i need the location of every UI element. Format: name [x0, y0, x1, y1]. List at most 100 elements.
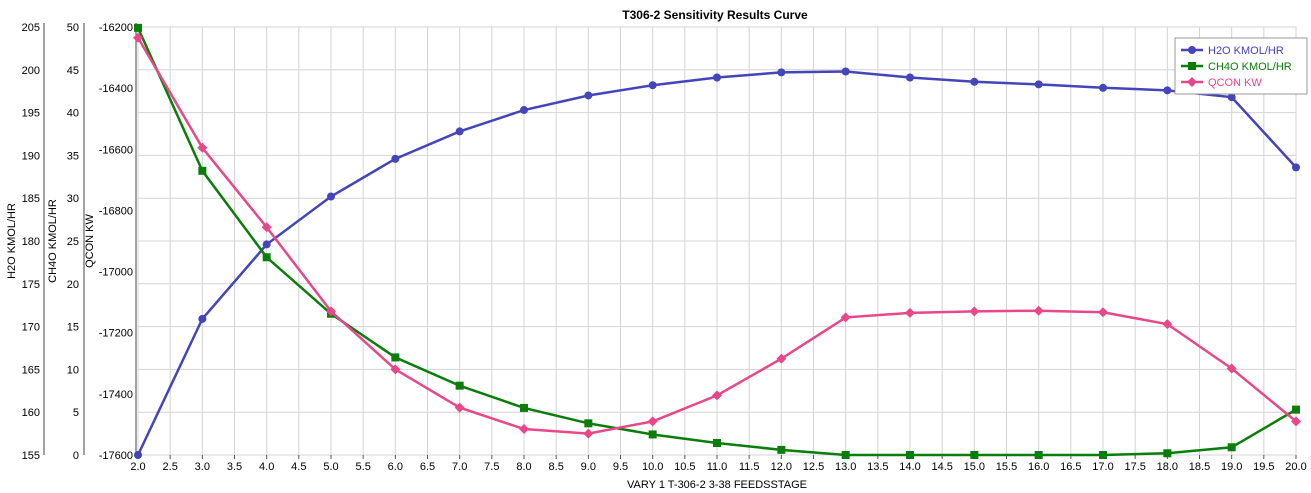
data-point: [841, 67, 850, 76]
x-tick-label: 20.0: [1285, 461, 1306, 473]
data-point: [261, 222, 272, 233]
data-point: [134, 23, 142, 32]
data-point: [840, 312, 851, 323]
data-point: [262, 240, 271, 249]
x-tick-label: 16.0: [1028, 461, 1049, 473]
y-tick-label: 25: [67, 236, 79, 248]
y-axis-title: H2O KMOL/HR: [6, 203, 18, 279]
data-point: [713, 439, 721, 448]
x-tick-label: 14.0: [899, 461, 920, 473]
legend-marker: [1188, 62, 1196, 70]
data-point: [712, 390, 722, 401]
y-tick-label: -17600: [99, 450, 133, 462]
gridlines: [137, 26, 1297, 456]
data-point: [906, 73, 914, 82]
x-tick-label: 8.0: [516, 461, 531, 473]
data-point: [648, 430, 657, 439]
x-tick-label: 17.5: [1124, 461, 1145, 473]
x-tick-label: 12.5: [803, 461, 824, 473]
legend: H2O KMOL/HR CH4O KMOL/HR QCON KW: [1174, 37, 1308, 95]
series-3: [133, 32, 1301, 439]
data-point: [584, 91, 593, 100]
legend-entry: H2O KMOL/HR: [1181, 45, 1284, 57]
data-point: [647, 416, 658, 427]
x-tick-label: 10.5: [674, 461, 695, 473]
data-point: [969, 306, 980, 317]
y-tick-label: 185: [22, 193, 40, 205]
x-tick-label: 13.0: [835, 461, 856, 473]
data-point: [1098, 307, 1108, 318]
y-tick-label: 165: [22, 364, 40, 376]
data-point: [1034, 80, 1043, 89]
y-tick-label: 5: [73, 407, 79, 419]
data-point: [584, 419, 593, 428]
data-point: [519, 424, 529, 435]
x-tick-label: 14.5: [931, 461, 952, 473]
data-point: [1292, 405, 1300, 414]
x-tick-label: 19.5: [1253, 461, 1274, 473]
y-tick-label: 200: [22, 65, 40, 77]
data-point: [970, 451, 979, 459]
data-point: [520, 106, 528, 115]
data-point: [1227, 443, 1236, 452]
data-point: [1162, 319, 1173, 330]
x-tick-label: 5.5: [356, 461, 371, 473]
data-point: [198, 314, 207, 323]
legend-marker: [1187, 77, 1197, 87]
data-point: [390, 364, 401, 375]
data-point: [326, 306, 336, 317]
y-axis-title: QCON KW: [84, 213, 96, 267]
x-tick-label: 11.5: [739, 461, 760, 473]
y-tick-label: 30: [67, 193, 79, 205]
data-point: [520, 403, 528, 412]
y-tick-label: -16800: [99, 205, 133, 217]
y-tick-label: -16600: [99, 144, 133, 156]
y-tick-label: -16200: [99, 22, 133, 34]
x-tick-label: 13.5: [867, 461, 888, 473]
x-tick-label: 6.0: [388, 461, 403, 473]
data-point: [134, 451, 142, 459]
x-tick-label: 18.0: [1157, 461, 1178, 473]
y-tick-label: 190: [22, 150, 40, 162]
data-point: [841, 451, 850, 459]
data-point: [713, 73, 721, 82]
data-point: [1292, 163, 1300, 172]
y-tick-label: -17400: [99, 389, 133, 401]
data-point: [906, 451, 914, 459]
y-tick-label: 155: [22, 450, 40, 462]
data-point: [197, 142, 208, 153]
x-tick-label: 3.5: [227, 461, 242, 473]
data-point: [583, 428, 594, 439]
data-point: [133, 32, 143, 43]
y-tick-label: 15: [67, 322, 79, 334]
y-tick-label: 35: [67, 150, 79, 162]
data-point: [1226, 363, 1237, 374]
x-tick-label: 8.5: [549, 461, 564, 473]
x-tick-label: 2.5: [163, 461, 178, 473]
x-tick-label: 5.0: [323, 461, 338, 473]
x-tick-label: 10.0: [642, 461, 663, 473]
data-point: [1034, 451, 1043, 459]
y-tick-label: -17000: [99, 267, 133, 279]
legend-label: H2O KMOL/HR: [1208, 45, 1284, 57]
x-tick-label: 3.0: [195, 461, 210, 473]
x-tick-label: 19.0: [1221, 461, 1242, 473]
data-point: [970, 77, 979, 86]
data-point: [1033, 305, 1044, 316]
legend-marker: [1188, 46, 1196, 54]
data-point: [391, 154, 400, 163]
data-point: [1227, 93, 1236, 102]
data-point: [777, 68, 786, 77]
data-point: [455, 381, 464, 390]
y-tick-label: 195: [22, 108, 40, 120]
data-point: [327, 192, 335, 201]
legend-entry: QCON KW: [1181, 77, 1262, 89]
y-tick-label: -17200: [99, 328, 133, 340]
y-tick-label: 20: [67, 279, 79, 291]
y-tick-label: 50: [67, 22, 79, 34]
data-point: [648, 81, 657, 90]
chart-title: T306-2 Sensitivity Results Curve: [622, 8, 808, 22]
y-axis-title: CH4O KMOL/HR: [47, 199, 59, 283]
